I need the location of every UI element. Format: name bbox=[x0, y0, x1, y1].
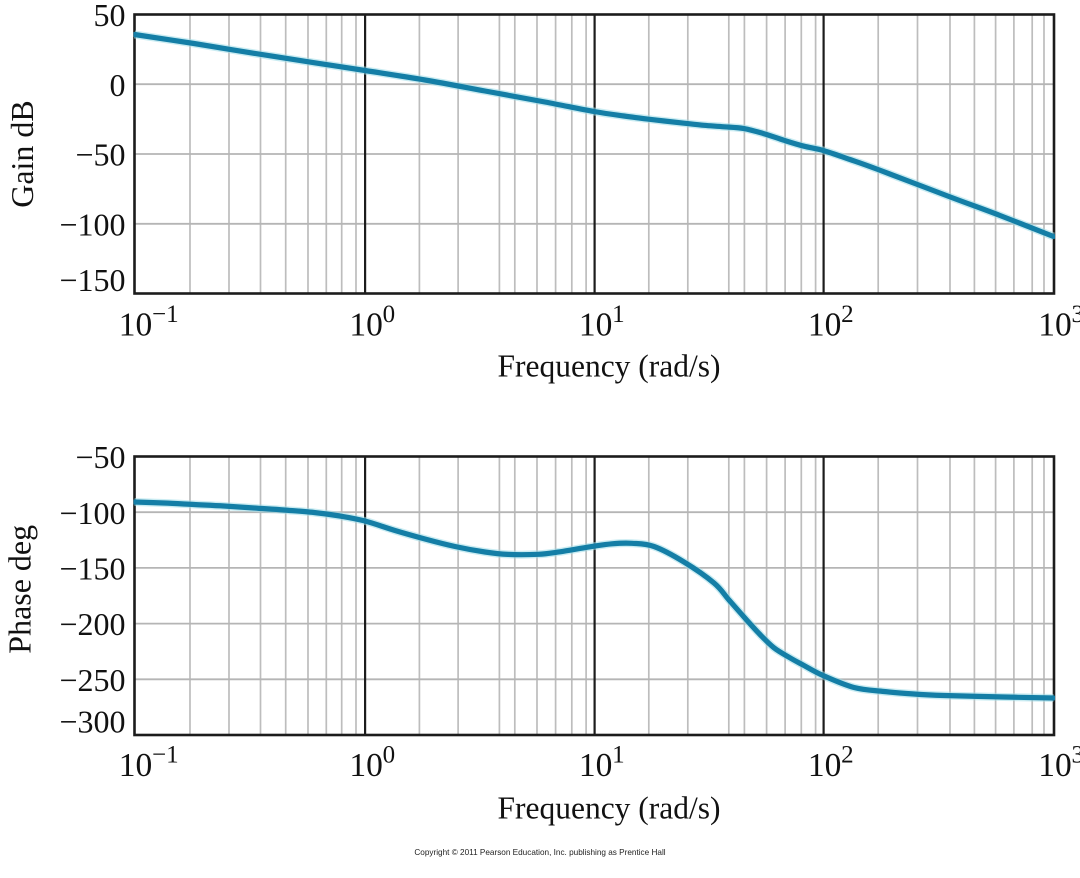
svg-text:10: 10 bbox=[1038, 747, 1072, 784]
svg-text:10: 10 bbox=[349, 307, 383, 344]
svg-text:10: 10 bbox=[808, 747, 842, 784]
svg-text:0: 0 bbox=[110, 67, 126, 103]
svg-text:−150: −150 bbox=[59, 262, 125, 298]
svg-text:−100: −100 bbox=[59, 206, 125, 242]
svg-text:10: 10 bbox=[808, 307, 842, 344]
svg-text:Frequency (rad/s): Frequency (rad/s) bbox=[497, 791, 720, 826]
svg-text:2: 2 bbox=[841, 742, 854, 769]
svg-text:−50: −50 bbox=[75, 137, 125, 173]
svg-text:10: 10 bbox=[1038, 307, 1072, 344]
svg-text:2: 2 bbox=[841, 301, 854, 328]
svg-text:10: 10 bbox=[579, 747, 613, 784]
svg-text:−300: −300 bbox=[59, 704, 125, 740]
svg-text:−100: −100 bbox=[59, 495, 125, 531]
svg-text:−250: −250 bbox=[59, 662, 125, 698]
svg-text:−1: −1 bbox=[152, 301, 179, 328]
svg-text:10: 10 bbox=[349, 747, 383, 784]
svg-text:10: 10 bbox=[119, 307, 153, 344]
svg-text:1: 1 bbox=[612, 742, 625, 769]
svg-text:Phase deg: Phase deg bbox=[1, 525, 37, 654]
svg-text:−1: −1 bbox=[152, 742, 179, 769]
svg-text:−50: −50 bbox=[75, 439, 125, 475]
svg-text:−200: −200 bbox=[59, 606, 125, 642]
svg-text:Gain dB: Gain dB bbox=[4, 100, 40, 208]
svg-text:3: 3 bbox=[1072, 301, 1080, 328]
svg-text:0: 0 bbox=[383, 742, 396, 769]
svg-text:Frequency (rad/s): Frequency (rad/s) bbox=[497, 349, 720, 384]
svg-text:Copyright © 2011 Pearson Educa: Copyright © 2011 Pearson Education, Inc.… bbox=[414, 848, 665, 857]
svg-text:50: 50 bbox=[94, 0, 126, 33]
svg-text:−150: −150 bbox=[59, 551, 125, 587]
svg-text:1: 1 bbox=[612, 301, 625, 328]
svg-text:10: 10 bbox=[579, 307, 613, 344]
svg-text:0: 0 bbox=[383, 301, 396, 328]
svg-text:10: 10 bbox=[119, 747, 153, 784]
svg-text:3: 3 bbox=[1072, 742, 1080, 769]
